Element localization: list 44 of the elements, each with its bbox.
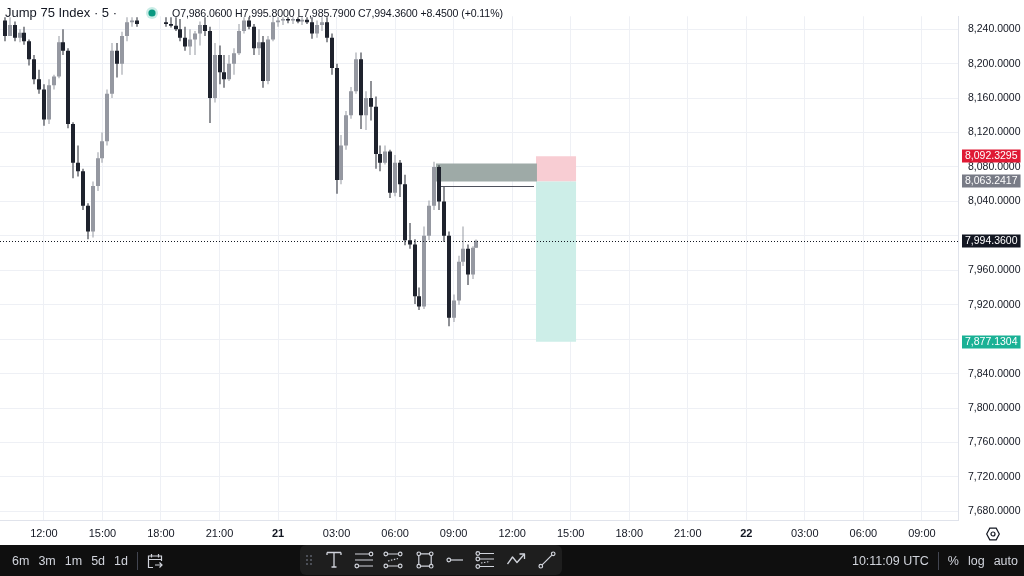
x-tick-label: 03:00 [791, 526, 819, 539]
y-tick-label: 7,680.0000 [968, 504, 1021, 517]
x-tick-label: 03:00 [322, 526, 351, 539]
x-tick-label: 09:00 [908, 526, 936, 539]
x-tick-label: 12:00 [498, 526, 526, 539]
x-tick-label: 18:00 [615, 526, 643, 539]
x-tick-label: 09:00 [439, 526, 468, 539]
text: 5d [91, 553, 106, 568]
x-tick-label: 21:00 [205, 526, 234, 539]
chart-title: Jump 75 Index · 5 · [5, 5, 117, 20]
x-tick-label: 06:00 [381, 526, 409, 539]
y-tick-label: 7,800.0000 [968, 400, 1021, 413]
x-tick-label: 22 [740, 526, 753, 539]
y-tick-label: 8,080.0000 [968, 159, 1021, 172]
ref-line-label: 7,994.3600 [964, 234, 1018, 247]
x-tick-label: 15:00 [556, 526, 585, 539]
text: auto [993, 553, 1018, 568]
y-tick-label: 8,240.0000 [968, 22, 1021, 35]
text: 6m [12, 553, 30, 568]
y-tick-label: 7,920.0000 [968, 297, 1021, 310]
y-tick-label: 8,120.0000 [968, 125, 1021, 138]
text: % [947, 553, 959, 568]
x-tick-label: 18:00 [147, 526, 175, 539]
x-tick-label: 06:00 [849, 526, 878, 539]
text: 3m [38, 553, 56, 568]
text: log [967, 553, 985, 568]
text: 10:11:09 UTC [851, 553, 929, 568]
x-tick-label: 21:00 [674, 526, 702, 539]
y-tick-label: 8,160.0000 [968, 90, 1021, 103]
y-tick-label: 8,040.0000 [968, 194, 1021, 207]
text: 1m [64, 553, 83, 568]
text: 7,877.1304 [964, 335, 1018, 348]
text: 1d [114, 553, 128, 568]
chart-subtitle: O7,986.0600 H7,995.8000 L7,985.7900 C7,994.3600 +8.4500 (+0.11%) [172, 7, 503, 19]
y-tick-label: 7,720.0000 [968, 469, 1021, 482]
x-tick-label: 21 [271, 526, 285, 539]
y-tick-label: 7,760.0000 [968, 435, 1021, 448]
text: 8,063.2417 [964, 174, 1018, 187]
text: 8,092.3295 [964, 149, 1018, 162]
y-tick-label: 7,960.0000 [968, 263, 1021, 276]
x-tick-label: 12:00 [30, 526, 58, 539]
y-tick-label: 7,840.0000 [968, 366, 1021, 379]
y-tick-label: 8,200.0000 [968, 56, 1021, 69]
x-tick-label: 15:00 [88, 526, 117, 539]
